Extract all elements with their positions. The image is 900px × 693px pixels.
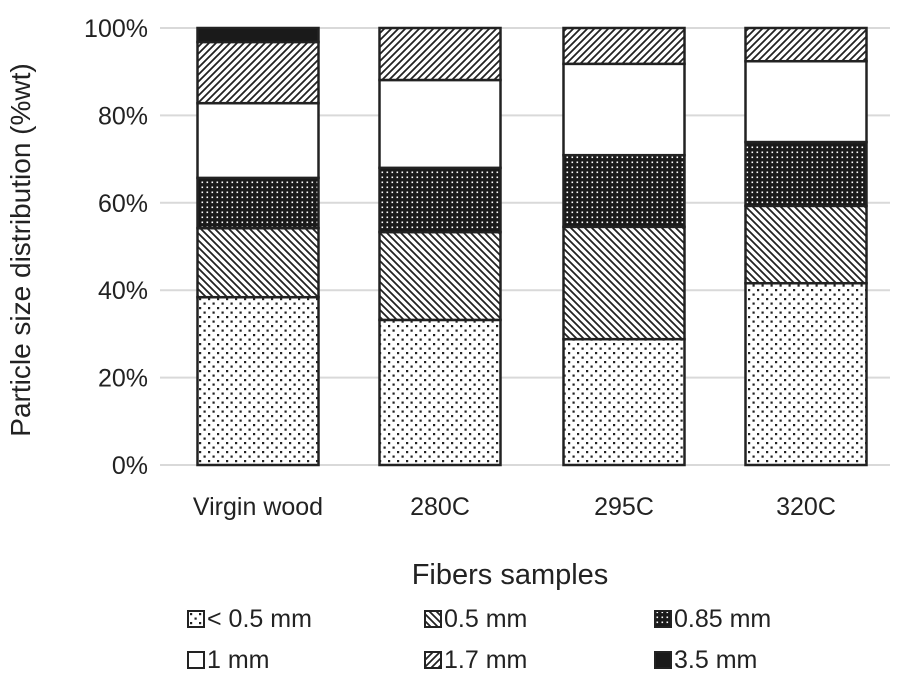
bar-segment (196, 101, 320, 180)
bar-segment (378, 26, 502, 82)
legend-label: 1 mm (207, 646, 270, 674)
bar-segment (196, 26, 320, 44)
legend-label: 0.5 mm (444, 605, 527, 633)
bar-segment (196, 226, 320, 299)
legend-swatch (424, 610, 442, 628)
legend-item: 1 mm (187, 646, 270, 674)
legend-label: 0.85 mm (674, 605, 771, 633)
y-tick-label: 60% (98, 190, 148, 218)
bar-segment (744, 204, 868, 285)
bar-segment (744, 140, 868, 208)
bar-segment (196, 295, 320, 467)
y-tick-label: 100% (84, 15, 148, 43)
legend-item: 0.5 mm (424, 605, 527, 633)
bar-segment (562, 62, 686, 157)
legend-swatch (187, 651, 205, 669)
bar-segment (744, 59, 868, 144)
legend-item: 1.7 mm (424, 646, 527, 674)
y-tick-label: 20% (98, 365, 148, 393)
bar-segment (744, 281, 868, 467)
x-tick-label: Virgin wood (193, 493, 323, 521)
legend-label: < 0.5 mm (207, 605, 312, 633)
bar-segment (196, 40, 320, 105)
bar-segment (378, 318, 502, 467)
legend-label: 1.7 mm (444, 646, 527, 674)
legend-swatch (187, 610, 205, 628)
y-tick-labels: 0% 20% 40% 60% 80% 100% (84, 15, 148, 480)
bar-segment (562, 225, 686, 341)
legend-item: 3.5 mm (654, 646, 757, 674)
bar-segment (562, 337, 686, 467)
x-tick-labels: Virgin wood 280C 295C 320C (193, 493, 836, 521)
y-tick-label: 0% (112, 452, 148, 480)
legend-swatch (654, 610, 672, 628)
bar-segment (378, 166, 502, 234)
legend-swatch (654, 651, 672, 669)
y-tick-label: 80% (98, 102, 148, 130)
y-axis-label: Particle size distribution (%wt) (5, 63, 36, 436)
x-tick-label: 295C (594, 493, 654, 521)
bar-segment (562, 26, 686, 66)
bar-segment (744, 26, 868, 63)
legend: < 0.5 mm 0.5 mm 0.85 mm 1 mm 1.7 mm 3.5 mm (187, 605, 771, 674)
x-tick-label: 320C (776, 493, 836, 521)
y-tick-label: 40% (98, 277, 148, 305)
legend-item: < 0.5 mm (187, 605, 312, 633)
legend-label: 3.5 mm (674, 646, 757, 674)
bar-segment (562, 153, 686, 229)
x-tick-label: 280C (410, 493, 470, 521)
bar-segment (378, 230, 502, 322)
legend-item: 0.85 mm (654, 605, 771, 633)
bar-segment (378, 78, 502, 170)
legend-swatch (424, 651, 442, 669)
bar-segment (196, 176, 320, 230)
bars (196, 26, 868, 467)
x-axis-label: Fibers samples (412, 559, 609, 591)
